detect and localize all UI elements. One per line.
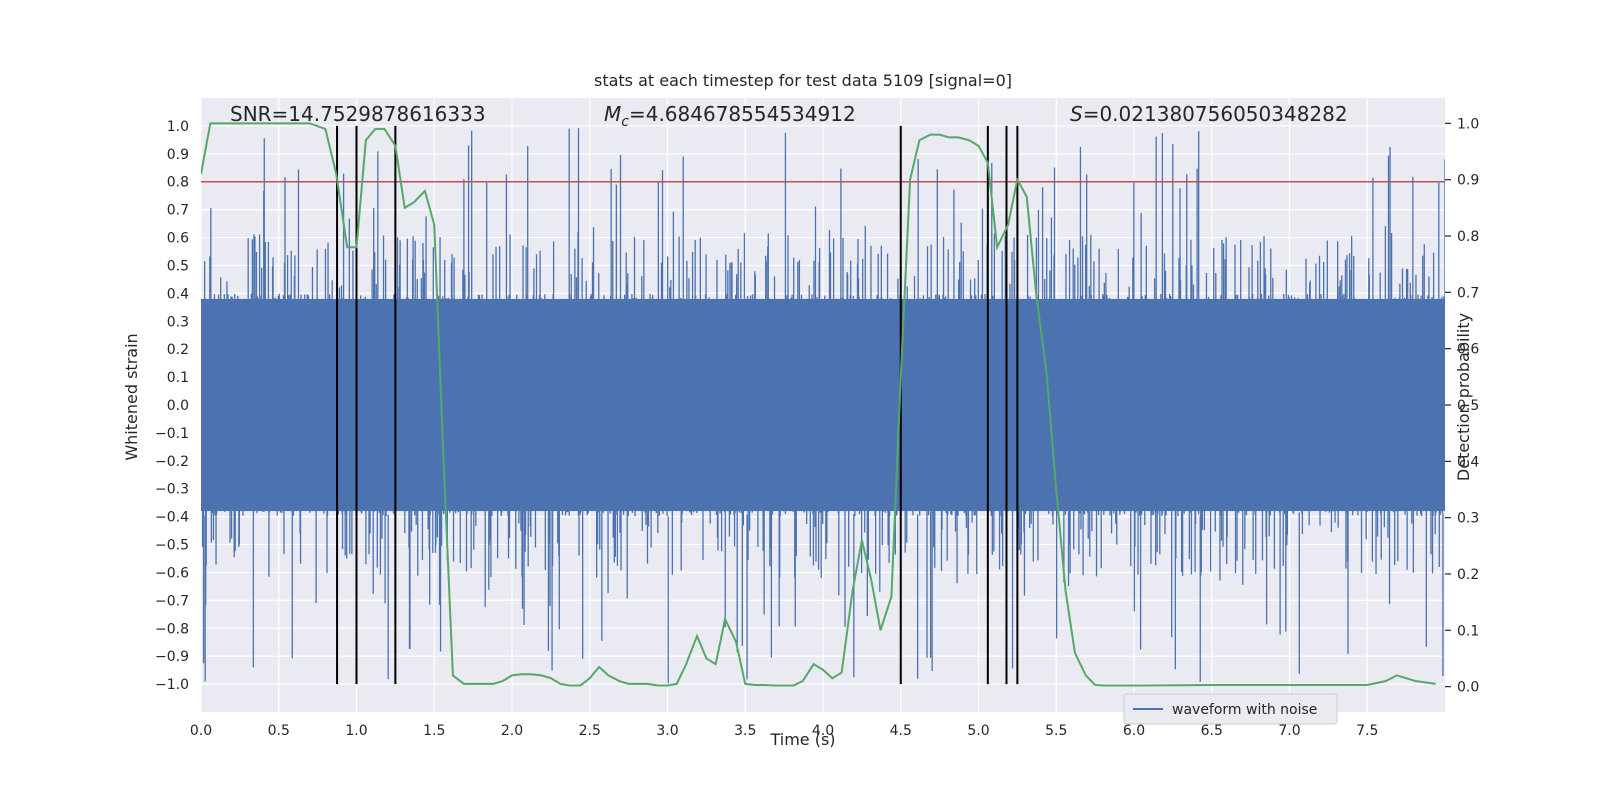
y-tick-label: 0.4 — [167, 286, 189, 302]
y-tick-label: 0.0 — [167, 398, 189, 414]
mc-value: =4.684678554534912 — [629, 102, 856, 126]
x-tick-label: 4.0 — [812, 723, 834, 739]
waveform-series — [201, 128, 1445, 684]
y2-tick-label: 1.0 — [1457, 116, 1479, 132]
y2-axis-ticks: 1.0 0.9 0.8 0.7 0.6 0.5 0.4 0.3 0.2 0.1 0.0 — [1445, 116, 1479, 696]
x-tick-label: 6.5 — [1201, 723, 1223, 739]
y-tick-label: 0.6 — [167, 231, 189, 247]
vertical-markers — [336, 125, 1019, 685]
x-tick-label: 0.5 — [268, 723, 290, 739]
y2-tick-label: 0.4 — [1457, 454, 1479, 470]
y-axis-ticks: 1.0 0.9 0.8 0.7 0.6 0.5 0.4 0.3 0.2 0.1 0.0 −0.1 −0.… — [155, 119, 189, 693]
probability-line — [201, 122, 1436, 687]
y2-tick-label: 0.9 — [1457, 173, 1479, 189]
y-tick-label: −1.0 — [155, 677, 189, 693]
x-tick-label: 7.0 — [1278, 723, 1300, 739]
waveform-core — [201, 298, 1445, 512]
y-tick-label: −0.2 — [155, 454, 189, 470]
y-tick-label: 0.7 — [167, 203, 189, 219]
legend: waveform with noise — [1123, 693, 1338, 725]
mc-subscript: c — [621, 114, 629, 130]
legend-box — [1123, 693, 1338, 725]
y2-tick-label: 0.2 — [1457, 567, 1479, 583]
x-tick-label: 1.0 — [345, 723, 367, 739]
s-symbol: S — [1070, 102, 1083, 126]
detection-probability-series — [201, 122, 1436, 687]
x-tick-label: 5.0 — [967, 723, 989, 739]
x-tick-label: 2.0 — [501, 723, 523, 739]
x-tick-label: 4.5 — [890, 723, 912, 739]
y2-tick-label: 0.0 — [1457, 680, 1479, 696]
x-axis-label: Time (s) — [769, 730, 835, 749]
y-tick-label: −0.6 — [155, 565, 189, 581]
y2-tick-label: 0.5 — [1457, 398, 1479, 414]
x-tick-label: 3.5 — [734, 723, 756, 739]
x-tick-label: 1.5 — [423, 723, 445, 739]
x-tick-label: 2.5 — [579, 723, 601, 739]
y2-tick-label: 0.6 — [1457, 342, 1479, 358]
y2-tick-label: 0.8 — [1457, 229, 1479, 245]
x-tick-label: 5.5 — [1045, 723, 1067, 739]
snr-annotation: SNR=14.7529878616333 — [230, 102, 486, 126]
y-tick-label: 1.0 — [167, 119, 189, 135]
x-tick-label: 6.0 — [1123, 723, 1145, 739]
y-tick-label: 0.1 — [167, 370, 189, 386]
y-tick-label: 0.2 — [167, 342, 189, 358]
y-tick-label: 0.9 — [167, 147, 189, 163]
y-tick-label: 0.8 — [167, 175, 189, 191]
mc-symbol: M — [604, 102, 621, 126]
legend-label: waveform with noise — [1172, 702, 1317, 718]
s-annotation: S=0.021380756050348282 — [1070, 102, 1348, 126]
y-tick-label: −0.8 — [155, 621, 189, 637]
y-tick-label: −0.1 — [155, 426, 189, 442]
x-axis-ticks: 0.0 0.5 1.0 1.5 2.0 2.5 3.0 3.5 4.0 4.5 5.0 5.5 6.0 6… — [190, 723, 1379, 739]
y2-tick-label: 0.1 — [1457, 623, 1479, 639]
y2-tick-label: 0.7 — [1457, 285, 1479, 301]
y-tick-label: −0.9 — [155, 649, 189, 665]
y-tick-label: −0.7 — [155, 593, 189, 609]
x-tick-label: 7.5 — [1356, 723, 1378, 739]
y2-axis-label: Detection probability — [1454, 313, 1473, 481]
x-tick-label: 3.0 — [656, 723, 678, 739]
y-tick-label: −0.4 — [155, 510, 189, 526]
y-tick-label: 0.5 — [167, 258, 189, 274]
y2-tick-label: 0.3 — [1457, 511, 1479, 527]
y-tick-label: −0.5 — [155, 538, 189, 554]
mc-annotation: Mc=4.684678554534912 — [604, 102, 856, 130]
s-value: =0.021380756050348282 — [1083, 102, 1348, 126]
y-tick-label: 0.3 — [167, 314, 189, 330]
y-axis-label: Whitened strain — [122, 333, 141, 460]
chart-title: stats at each timestep for test data 510… — [594, 71, 1012, 90]
y-tick-label: −0.3 — [155, 482, 189, 498]
x-tick-label: 0.0 — [190, 723, 212, 739]
